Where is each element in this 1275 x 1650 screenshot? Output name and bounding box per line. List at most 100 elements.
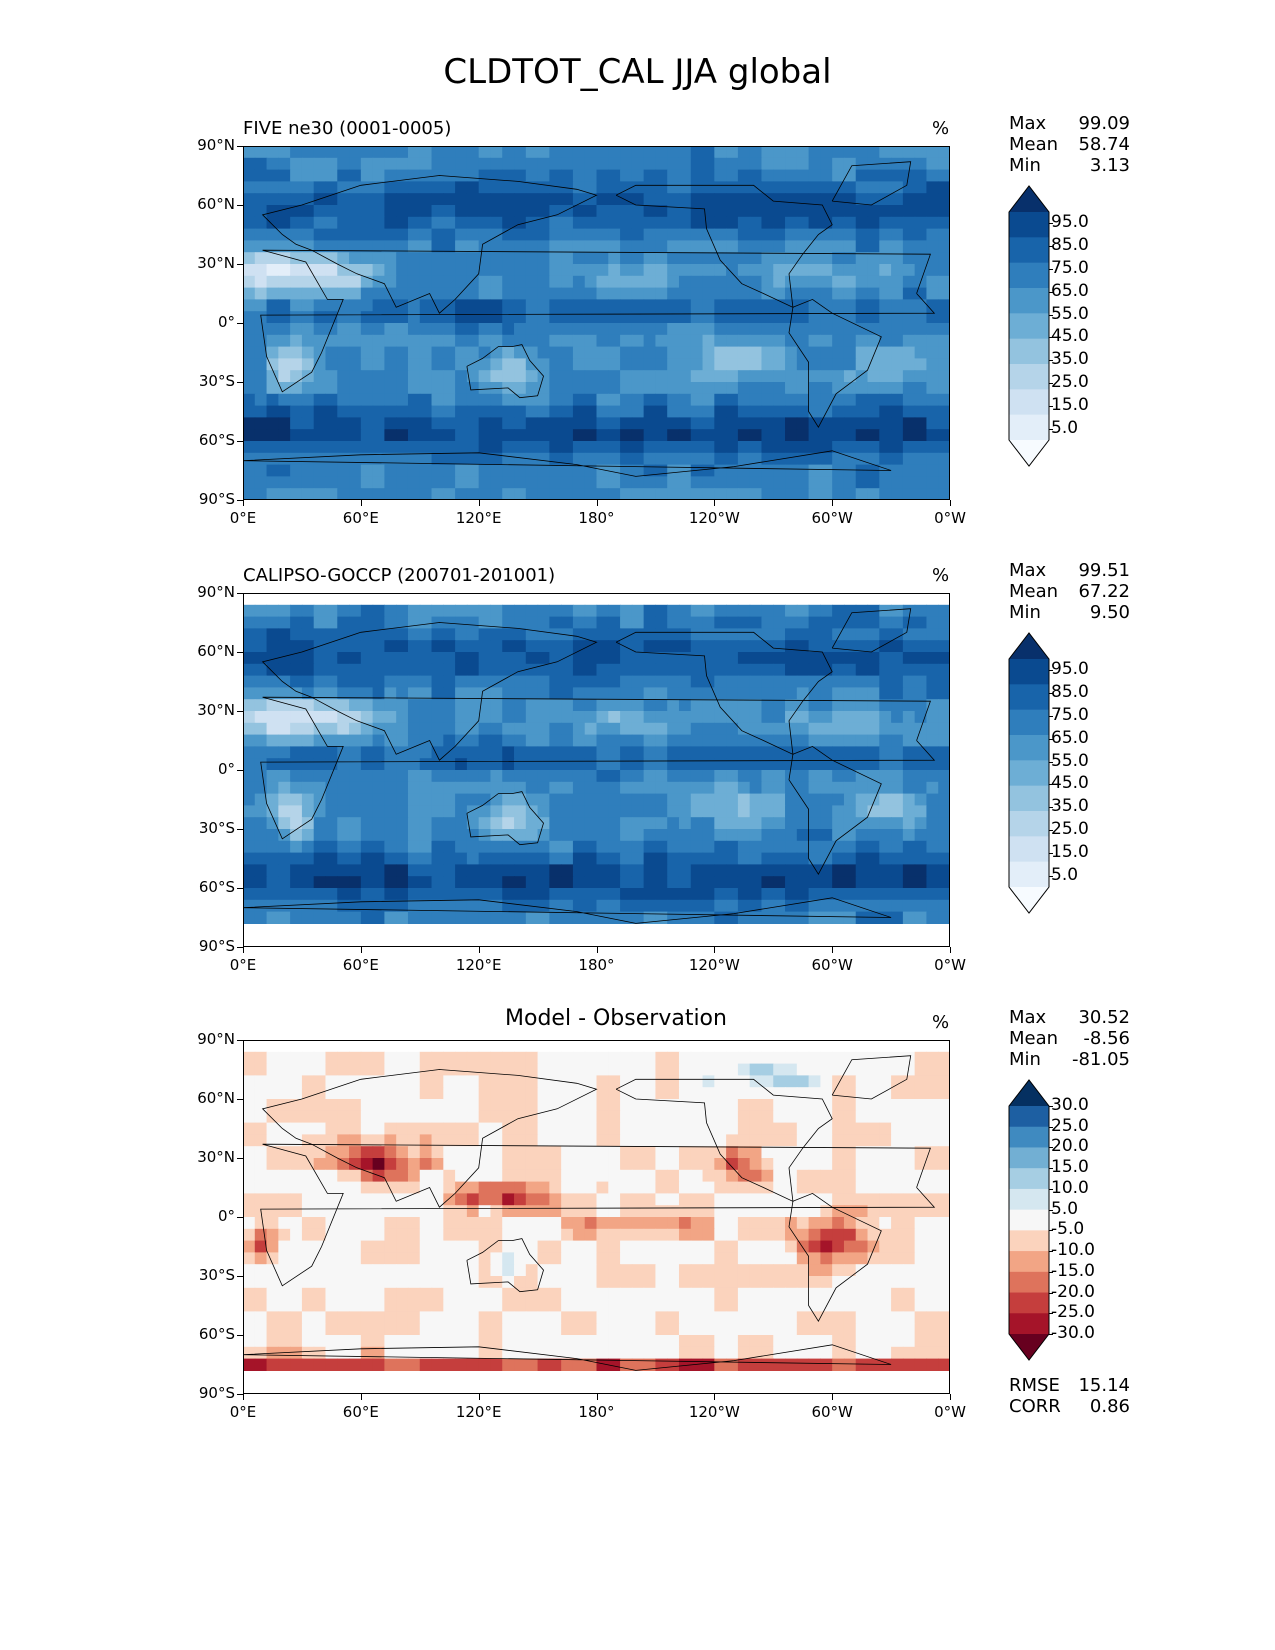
field-cell xyxy=(608,687,621,700)
field-cell xyxy=(631,441,645,454)
field-cell xyxy=(325,675,338,688)
field-cell xyxy=(514,346,527,359)
field-cell xyxy=(832,888,845,901)
field-cell xyxy=(749,675,763,688)
field-cell xyxy=(914,687,928,700)
field-cell xyxy=(926,299,939,312)
field-cell xyxy=(891,876,904,889)
field-cell xyxy=(667,1169,680,1183)
field-cell xyxy=(796,805,810,818)
field-cell xyxy=(631,711,645,724)
field-cell xyxy=(549,1122,562,1135)
field-cell xyxy=(478,429,492,442)
field-cell xyxy=(254,417,268,430)
field-cell xyxy=(490,781,503,795)
field-cell xyxy=(596,1146,609,1159)
field-cell xyxy=(643,829,657,842)
field-cell xyxy=(796,1075,810,1088)
field-cell xyxy=(714,1193,727,1206)
field-cell xyxy=(761,604,774,618)
field-cell xyxy=(549,829,562,842)
field-cell xyxy=(690,1252,704,1265)
field-cell xyxy=(584,722,598,736)
field-cell xyxy=(490,852,503,865)
field-cell xyxy=(301,1158,315,1171)
field-cell xyxy=(714,1169,727,1183)
field-cell xyxy=(525,358,539,371)
field-cell xyxy=(761,1193,774,1206)
field-cell xyxy=(938,488,950,500)
field-cell xyxy=(514,252,527,265)
field-cell xyxy=(349,1169,362,1183)
field-cell xyxy=(431,1087,444,1100)
colorbar-bin xyxy=(1009,836,1049,863)
field-cell xyxy=(938,370,950,383)
field-cell xyxy=(572,1063,586,1076)
field-cell xyxy=(396,805,409,818)
field-cell xyxy=(737,652,751,665)
field-cell xyxy=(914,334,928,348)
field-cell xyxy=(655,1134,668,1147)
field-cell xyxy=(820,181,833,194)
field-cell xyxy=(443,323,456,336)
field-cell xyxy=(855,1051,869,1065)
field-cell xyxy=(749,1287,763,1301)
field-cell xyxy=(572,793,586,806)
field-cell xyxy=(561,1122,574,1135)
field-cell xyxy=(938,464,950,477)
field-cell xyxy=(572,205,586,218)
field-cell xyxy=(290,829,303,842)
field-cell xyxy=(785,393,798,407)
field-cell xyxy=(502,1063,515,1076)
field-cell xyxy=(561,1087,574,1100)
field-cell xyxy=(620,1146,633,1159)
field-cell xyxy=(596,711,609,724)
field-cell xyxy=(620,781,633,795)
field-cell xyxy=(372,216,385,230)
field-cell xyxy=(455,358,468,371)
field-cell xyxy=(372,157,385,171)
field-cell xyxy=(572,1134,586,1147)
field-cell xyxy=(337,604,350,618)
field-cell xyxy=(631,146,645,159)
field-cell xyxy=(455,488,468,500)
field-cell xyxy=(726,758,739,771)
field-cell xyxy=(490,1323,503,1336)
field-cell xyxy=(360,193,374,206)
stat-label: Max xyxy=(1009,113,1047,134)
field-cell xyxy=(749,193,763,206)
field-cell xyxy=(726,852,739,865)
field-cell xyxy=(749,299,763,312)
field-cell xyxy=(525,417,539,430)
field-cell xyxy=(867,1287,880,1301)
field-cell xyxy=(820,264,833,277)
field-cell xyxy=(254,393,268,407)
field-cell xyxy=(349,1134,362,1147)
field-cell xyxy=(372,746,385,759)
field-cell xyxy=(726,1193,739,1206)
field-cell xyxy=(278,1063,291,1076)
field-cell xyxy=(773,1146,786,1159)
field-cell xyxy=(608,417,621,430)
field-cell xyxy=(360,1323,374,1336)
field-cell xyxy=(832,299,845,312)
x-tick-mark xyxy=(832,500,834,506)
field-cell xyxy=(608,699,621,712)
field-cell xyxy=(926,1181,939,1194)
colorbar-tick-label: 75.0 xyxy=(1051,705,1089,725)
field-cell xyxy=(561,734,574,747)
field-cell xyxy=(419,240,433,253)
field-cell xyxy=(938,663,950,677)
field-cell xyxy=(525,1169,539,1183)
field-cell xyxy=(584,758,598,771)
field-cell xyxy=(761,616,774,629)
field-cell xyxy=(396,663,409,677)
field-cell xyxy=(631,876,645,889)
field-cell xyxy=(902,193,916,206)
field-cell xyxy=(313,1158,327,1171)
colorbar-outline xyxy=(1008,632,1050,914)
field-cell xyxy=(278,805,291,818)
field-cell xyxy=(655,193,668,206)
field-cell xyxy=(396,888,409,901)
field-cell xyxy=(808,370,821,383)
